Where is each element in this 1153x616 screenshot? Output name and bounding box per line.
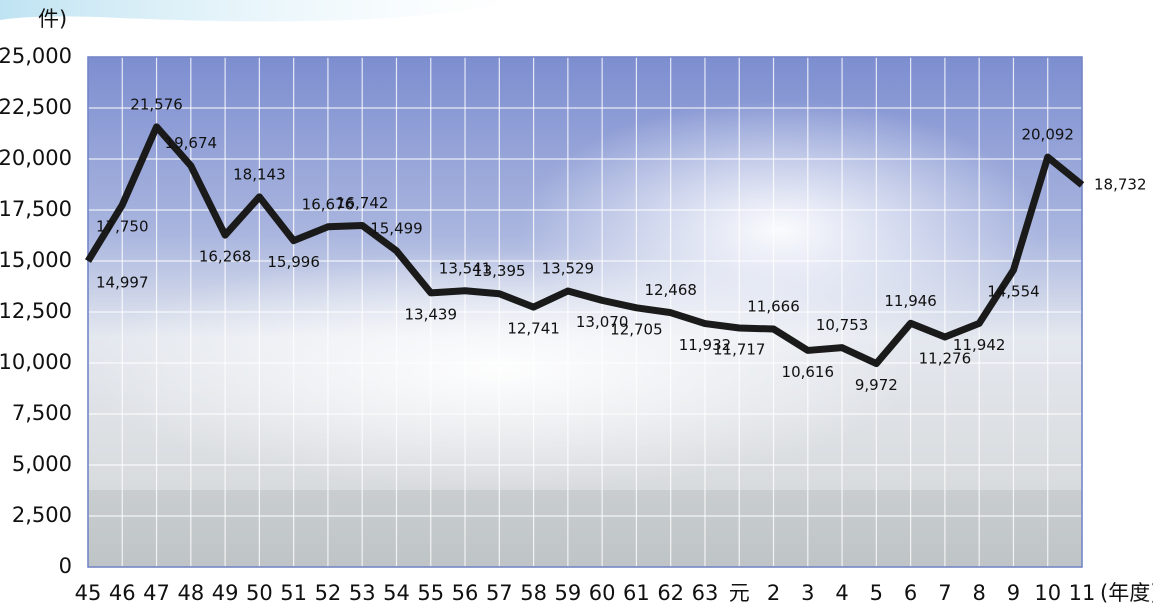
y-tick-label: 5,000 bbox=[12, 452, 72, 476]
value-label: 14,554 bbox=[987, 283, 1040, 301]
x-axis-unit: (年度) bbox=[1100, 581, 1153, 605]
x-tick-label: 9 bbox=[1007, 581, 1020, 605]
y-tick-label: 15,000 bbox=[0, 248, 72, 272]
value-label: 20,092 bbox=[1021, 126, 1074, 144]
y-tick-label: 17,500 bbox=[0, 197, 72, 221]
x-tick-label: 2 bbox=[767, 581, 780, 605]
y-tick-label: 20,000 bbox=[0, 146, 72, 170]
x-tick-label: 元 bbox=[729, 581, 750, 605]
x-tick-label: 54 bbox=[383, 581, 410, 605]
value-label: 21,576 bbox=[130, 95, 183, 113]
value-label: 17,750 bbox=[96, 217, 149, 235]
value-label: 13,395 bbox=[473, 262, 526, 280]
x-tick-label: 11 bbox=[1069, 581, 1096, 605]
x-tick-label: 45 bbox=[75, 581, 102, 605]
x-tick-label: 47 bbox=[143, 581, 170, 605]
x-tick-label: 5 bbox=[870, 581, 883, 605]
value-label: 11,942 bbox=[953, 336, 1006, 354]
x-tick-label: 62 bbox=[657, 581, 684, 605]
value-label: 11,717 bbox=[713, 340, 766, 358]
x-tick-label: 50 bbox=[246, 581, 273, 605]
value-label: 14,997 bbox=[96, 274, 149, 292]
value-label: 12,468 bbox=[644, 281, 697, 299]
x-tick-label: 49 bbox=[212, 581, 239, 605]
value-label: 18,143 bbox=[233, 165, 286, 183]
x-tick-label: 57 bbox=[486, 581, 513, 605]
value-label: 13,529 bbox=[542, 260, 595, 278]
value-label: 16,268 bbox=[199, 248, 252, 266]
y-tick-label: 10,000 bbox=[0, 350, 72, 374]
y-tick-label: 0 bbox=[59, 554, 72, 578]
x-tick-label: 60 bbox=[589, 581, 616, 605]
y-tick-label: 2,500 bbox=[12, 503, 72, 527]
value-label: 15,996 bbox=[267, 253, 320, 271]
x-tick-label: 55 bbox=[417, 581, 444, 605]
y-tick-label: 25,000 bbox=[0, 44, 72, 68]
value-label: 10,616 bbox=[782, 363, 835, 381]
value-label: 13,439 bbox=[405, 305, 458, 323]
chart: 件) (年度) 0 2,500 5,000 7,500 10,000 12,500 15,0… bbox=[0, 0, 1153, 612]
value-label: 12,741 bbox=[507, 320, 560, 338]
value-label: 11,946 bbox=[884, 292, 937, 310]
x-tick-label: 53 bbox=[349, 581, 376, 605]
value-label: 15,499 bbox=[370, 219, 423, 237]
y-tick-label: 7,500 bbox=[12, 401, 72, 425]
x-tick-label: 3 bbox=[801, 581, 814, 605]
x-tick-label: 52 bbox=[315, 581, 342, 605]
x-tick-label: 51 bbox=[280, 581, 307, 605]
sea bbox=[88, 490, 1082, 567]
value-label: 18,732 bbox=[1094, 175, 1147, 193]
y-tick-label: 12,500 bbox=[0, 299, 72, 323]
x-tick-label: 48 bbox=[177, 581, 204, 605]
x-tick-label: 4 bbox=[835, 581, 848, 605]
x-tick-label: 56 bbox=[452, 581, 479, 605]
value-label: 16,742 bbox=[336, 194, 389, 212]
value-label: 10,753 bbox=[816, 316, 869, 334]
value-label: 19,674 bbox=[165, 134, 218, 152]
decoration bbox=[0, 0, 520, 21]
value-label: 11,666 bbox=[747, 298, 800, 316]
value-label: 9,972 bbox=[855, 376, 898, 394]
x-tick-label: 61 bbox=[623, 581, 650, 605]
x-tick-label: 58 bbox=[520, 581, 547, 605]
x-tick-label: 10 bbox=[1034, 581, 1061, 605]
x-tick-label: 59 bbox=[554, 581, 581, 605]
y-axis-unit: 件) bbox=[38, 7, 67, 31]
x-tick-label: 63 bbox=[692, 581, 719, 605]
x-tick-label: 46 bbox=[109, 581, 136, 605]
x-tick-label: 7 bbox=[938, 581, 951, 605]
x-tick-label: 6 bbox=[904, 581, 917, 605]
value-label: 12,705 bbox=[610, 320, 663, 338]
y-tick-label: 22,500 bbox=[0, 95, 72, 119]
x-tick-label: 8 bbox=[972, 581, 985, 605]
